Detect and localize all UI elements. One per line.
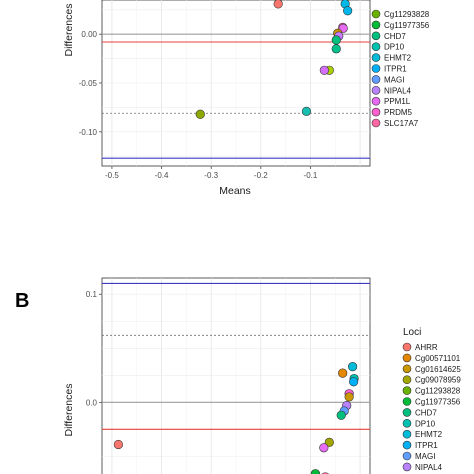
panel-b-points: [113, 362, 359, 474]
legend-marker: [371, 118, 381, 128]
panel-a: 0.00 -0.05 -0.10 -0.5 -0.4 -0.3 -0.2 -0.1 Diff…: [63, 0, 430, 197]
legend-label: ITPR1: [384, 65, 407, 74]
legend-label: ITPR1: [415, 441, 438, 450]
panel-b-legend: AHRR Cg00571101 Cg01614625 Cg09078959 Cg1129…: [402, 342, 461, 472]
legend-label: PPM1L: [384, 97, 411, 106]
panel-a-x-axis-title: Means: [219, 185, 251, 197]
panel-a-x-ticks: -0.5 -0.4 -0.3 -0.2 -0.1: [105, 166, 318, 180]
data-point: [113, 439, 123, 450]
data-point: [348, 362, 358, 372]
panel-a-gridlines: [102, 0, 370, 166]
legend-label: AHRR: [415, 343, 438, 352]
legend-marker: [402, 386, 412, 395]
legend-label: Cg11977356: [384, 21, 430, 30]
data-point: [195, 109, 205, 119]
x-tick-label: -0.3: [204, 171, 218, 180]
data-point: [319, 443, 329, 453]
panel-a-points: [195, 0, 353, 119]
legend-label: CHD7: [415, 408, 437, 417]
legend-marker: [402, 440, 412, 450]
legend-marker: [371, 96, 381, 106]
data-point: [319, 65, 329, 75]
legend-marker: [371, 31, 381, 41]
legend-label: EHMT2: [415, 430, 443, 439]
legend-marker: [371, 20, 381, 30]
panel-a-legend: Cg11293828 Cg11977356 CHD7 DP10 EHMT2 ITPR1MA…: [371, 9, 430, 128]
legend-marker: [402, 462, 412, 472]
legend-marker: [402, 429, 412, 439]
legend-label: DP10: [384, 43, 405, 52]
legend-label: MAGI: [384, 75, 404, 84]
legend-label: DP10: [415, 419, 436, 428]
panel-a-y-ticks: 0.00 -0.05 -0.10: [79, 30, 102, 137]
legend-label: CHD7: [384, 32, 406, 41]
legend-label: Cg11293828: [415, 387, 461, 396]
legend-label: EHMT2: [384, 54, 412, 63]
legend-marker: [371, 75, 381, 84]
panel-b-y-ticks: 0.1 0.0: [86, 290, 102, 407]
panel-b-label: B: [15, 290, 29, 312]
legend-label: Cg11293828: [384, 10, 430, 19]
panel-b: B 0.1 0.0 Differences Loci AHRR Cg00571101…: [15, 277, 461, 474]
data-point: [343, 6, 353, 16]
data-point: [301, 106, 312, 116]
legend-marker: [371, 42, 381, 52]
legend-label: Cg11977356: [415, 398, 461, 407]
legend-label: SLC17A7: [384, 119, 419, 128]
x-tick-label: -0.2: [254, 171, 268, 180]
panel-b-reference-lines: [102, 282, 370, 430]
data-point: [331, 44, 341, 54]
legend-label: MAGI: [415, 452, 435, 461]
y-tick-label: -0.05: [79, 79, 98, 88]
legend-marker: [402, 408, 412, 417]
legend-marker: [371, 86, 381, 95]
panel-a-reference-lines: [102, 33, 370, 159]
legend-marker: [402, 418, 412, 428]
data-point: [336, 410, 346, 420]
data-point: [324, 437, 334, 447]
data-point: [344, 392, 354, 402]
panel-b-gridlines: [102, 278, 370, 474]
data-point: [273, 0, 283, 9]
x-tick-label: -0.4: [155, 171, 169, 180]
legend-label: NIPAL4: [384, 86, 412, 95]
x-tick-label: -0.1: [304, 171, 318, 180]
legend-marker: [402, 353, 412, 363]
legend-label: Cg01614625: [415, 365, 461, 374]
legend-marker: [371, 9, 381, 19]
legend-label: Cg00571101: [415, 354, 461, 363]
data-point: [331, 35, 341, 45]
x-tick-label: -0.5: [105, 171, 119, 180]
legend-marker: [371, 64, 381, 73]
legend-marker: [402, 451, 412, 461]
legend-label: PRDM5: [384, 108, 413, 117]
y-tick-label: 0.1: [86, 290, 98, 299]
legend-label: NIPAL4: [415, 463, 443, 472]
legend-label: Cg09078959: [415, 376, 461, 385]
y-tick-label: -0.10: [79, 128, 98, 137]
panel-b-legend-title: Loci: [403, 327, 421, 338]
legend-marker: [402, 397, 412, 406]
panel-a-y-axis-title: Differences: [63, 4, 75, 57]
legend-marker: [371, 53, 381, 62]
legend-marker: [371, 107, 381, 117]
data-point: [338, 368, 348, 378]
legend-marker: [402, 375, 412, 385]
panel-b-y-axis-title: Differences: [63, 384, 75, 437]
y-tick-label: 0.0: [86, 398, 98, 407]
y-tick-label: 0.00: [81, 30, 97, 39]
data-point: [349, 377, 359, 387]
legend-marker: [402, 342, 412, 352]
legend-marker: [402, 364, 412, 374]
